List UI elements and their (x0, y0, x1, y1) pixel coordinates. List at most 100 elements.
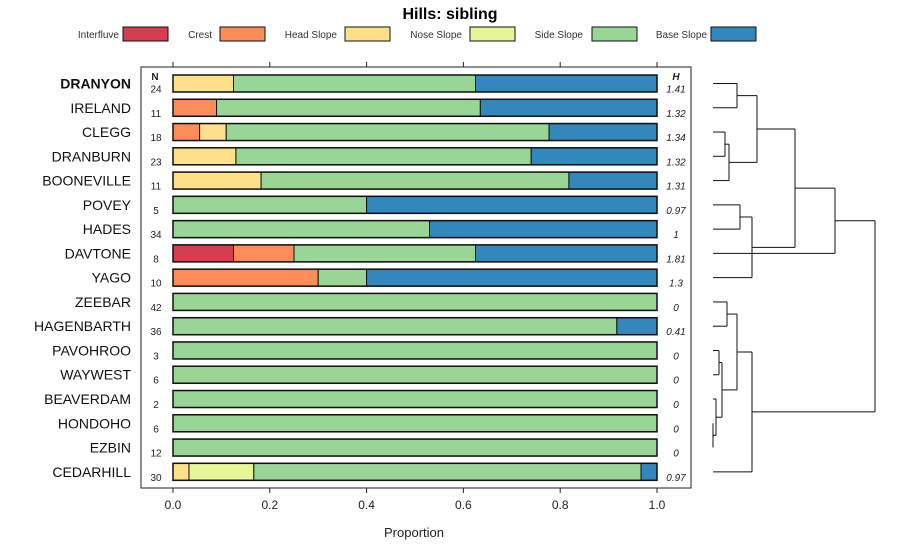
bar-row: DRANBURN 23 1.32 (52, 147, 686, 168)
bar-segment-side-slope (172, 317, 618, 336)
bar-segment-base-slope (429, 220, 658, 239)
bar-segment-interfluve (172, 244, 234, 263)
bar-segment-head-slope (199, 123, 227, 142)
h-value: 0.97 (666, 473, 686, 484)
x-tick-label: 0.8 (552, 498, 569, 512)
bar-row: EZBIN 12 0 (90, 438, 679, 460)
bar-segment-side-slope (172, 390, 658, 409)
bar-outline (172, 244, 658, 263)
bar-segment-side-slope (172, 365, 658, 384)
bar-row: ZEEBAR 42 0 (75, 292, 679, 314)
bar-outline (172, 316, 658, 336)
site-label: HONDOHO (58, 415, 131, 431)
n-count: 10 (150, 279, 162, 290)
bar-segment-crest (233, 244, 295, 263)
h-value: 0 (673, 303, 679, 314)
bar-row: HONDOHO 6 0 (58, 414, 679, 435)
x-tick-label: 0.0 (165, 498, 182, 512)
bar-segment-crest (172, 123, 201, 142)
n-count: 24 (150, 85, 162, 96)
legend: Interfluve Crest Head Slope Nose Slope Side … (78, 26, 757, 42)
bar-segment-side-slope (225, 123, 550, 142)
legend-label-nose-slope: Nose Slope (410, 30, 462, 41)
bar-segment-head-slope (172, 147, 237, 166)
bar-outline (172, 389, 658, 409)
bar-segment-side-slope (253, 462, 642, 481)
n-count: 11 (151, 182, 162, 193)
bar-segment-side-slope (172, 438, 658, 457)
h-value: 1.41 (666, 85, 685, 96)
bar-row: HADES 34 1 (83, 219, 679, 241)
site-label: POVEY (83, 197, 132, 213)
x-tick-label: 0.2 (261, 498, 278, 512)
bar-segment-base-slope (479, 98, 658, 117)
bar-outline (172, 462, 658, 482)
bar-outline (172, 122, 658, 142)
legend-swatch-base-slope (710, 26, 757, 42)
bar-segment-head-slope (172, 171, 262, 190)
bar-row: DRANYON 24 1.41 (60, 74, 686, 96)
bar-segment-side-slope (172, 195, 368, 214)
n-count: 23 (150, 157, 162, 168)
bar-row: HAGENBARTH 36 0.41 (34, 316, 686, 338)
bar-segment-side-slope (260, 171, 570, 190)
bar-row: WAYWEST 6 0 (60, 365, 679, 387)
bar-segment-base-slope (616, 317, 658, 336)
bar-segment-side-slope (172, 220, 431, 239)
bar-row: CEDARHILL 30 0.97 (52, 462, 686, 484)
bar-segment-base-slope (640, 462, 658, 481)
bar-segment-side-slope (293, 244, 476, 263)
bar-row: DAVTONE 8 1.81 (65, 244, 686, 265)
bar-outline (172, 365, 658, 384)
bar-row: IRELAND 11 1.32 (70, 98, 686, 120)
legend-label-head-slope: Head Slope (285, 30, 338, 41)
site-label: EZBIN (90, 440, 131, 456)
n-count: 11 (151, 109, 162, 120)
n-count: 30 (150, 473, 162, 484)
site-label: PAVOHROO (52, 342, 131, 358)
bar-segment-side-slope (317, 268, 368, 287)
bar-outline (172, 219, 658, 239)
bar-row: POVEY 5 0.97 (83, 195, 686, 217)
n-count: 42 (150, 303, 162, 314)
bar-outline (172, 414, 658, 433)
bar-outline (172, 341, 658, 360)
bar-outline (172, 292, 658, 312)
bar-outline (172, 268, 658, 287)
n-count: 18 (150, 133, 162, 144)
n-count: 34 (150, 230, 162, 241)
n-count: 8 (153, 254, 159, 265)
site-label: ZEEBAR (75, 294, 131, 310)
bar-segment-base-slope (530, 147, 658, 166)
bar-segment-side-slope (172, 341, 658, 360)
bar-row: CLEGG 18 1.34 (82, 122, 686, 144)
h-value: 0.41 (666, 327, 685, 338)
h-value: 1 (673, 230, 679, 241)
bar-segment-side-slope (235, 147, 532, 166)
bar-segment-side-slope (233, 74, 476, 93)
n-count: 12 (150, 449, 162, 460)
dendrogram (712, 83, 876, 473)
site-label: IRELAND (70, 100, 131, 116)
site-label: HAGENBARTH (34, 318, 131, 334)
plot-frame (140, 66, 692, 489)
bar-outline (172, 195, 658, 215)
n-count: 5 (153, 206, 159, 217)
bar-segment-side-slope (172, 292, 658, 311)
x-axis: 0.0 0.2 0.4 0.6 0.8 1.0 (165, 62, 666, 512)
h-value: 1.31 (666, 182, 685, 193)
bar-segment-base-slope (568, 171, 658, 190)
site-label: BOONEVILLE (42, 173, 131, 189)
bar-segment-head-slope (172, 462, 190, 481)
site-label: HADES (83, 221, 131, 237)
h-value: 0.97 (666, 206, 686, 217)
bar-outline (172, 147, 658, 166)
bar-row: PAVOHROO 3 0 (52, 341, 679, 362)
bar-segment-crest (172, 98, 218, 117)
legend-label-base-slope: Base Slope (656, 30, 708, 41)
h-value: 0 (673, 376, 679, 387)
bar-segment-base-slope (548, 123, 658, 142)
h-value: 1.32 (666, 109, 686, 120)
bar-segment-base-slope (475, 244, 658, 263)
site-label: CEDARHILL (52, 464, 131, 480)
